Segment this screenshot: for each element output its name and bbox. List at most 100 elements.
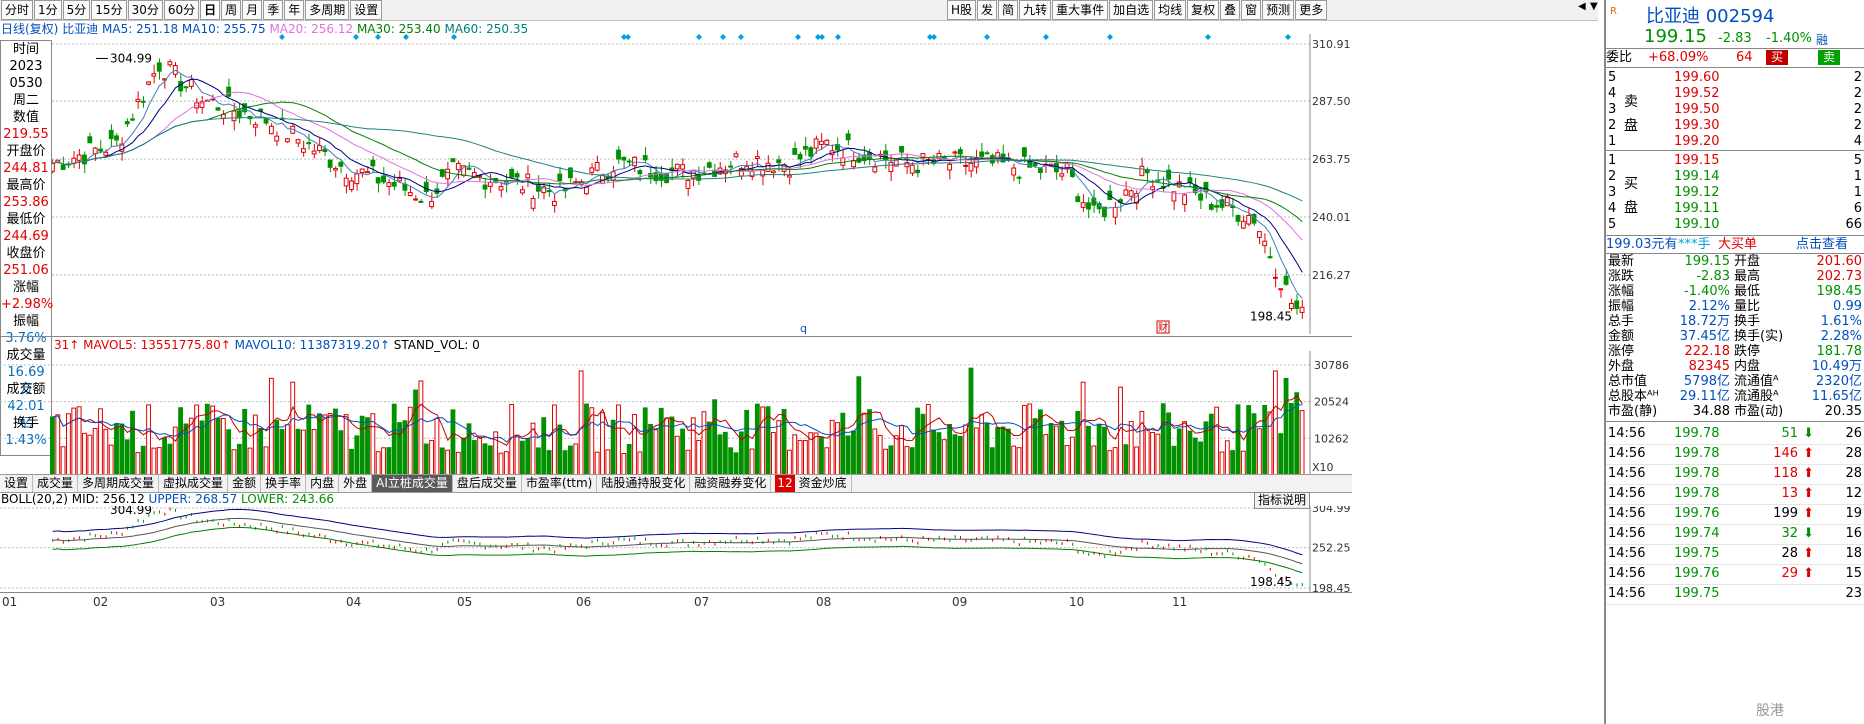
- tick-count: 15: [1845, 566, 1862, 581]
- event-marker-icon[interactable]: [795, 34, 801, 40]
- indicator-tab[interactable]: 虚拟成交量: [159, 475, 229, 492]
- indicator-tab[interactable]: 多周期成交量: [78, 475, 160, 492]
- tool-tab[interactable]: H股: [947, 0, 977, 20]
- indicator-tab[interactable]: 设置: [0, 475, 34, 492]
- indicator-tab[interactable]: 换手率: [261, 475, 307, 492]
- month-label: 05: [457, 595, 473, 609]
- scroll-left-icon[interactable]: ◀: [1578, 1, 1586, 12]
- earnings-marker[interactable]: 财: [1158, 321, 1168, 334]
- volume-bar: [1160, 403, 1166, 475]
- tool-tab[interactable]: 更多: [1295, 0, 1328, 20]
- indicator-tab[interactable]: 融资融券变化: [690, 475, 772, 492]
- sell-button[interactable]: 卖: [1818, 50, 1840, 65]
- volume-bar: [589, 407, 595, 475]
- big-order-row[interactable]: 199.03元有 ***手 大买单 点击查看: [1606, 236, 1864, 254]
- volume-chart[interactable]: 30786 20524 10262 X10: [0, 351, 1352, 475]
- period-tab[interactable]: 60分: [163, 0, 200, 20]
- tool-tab[interactable]: 九转: [1019, 0, 1052, 20]
- indicator-tab[interactable]: 成交量: [33, 475, 79, 492]
- indicator-tab[interactable]: AI立桩成交量: [372, 475, 453, 492]
- period-tab[interactable]: 15分: [91, 0, 127, 20]
- tick-count: 28: [1845, 466, 1862, 481]
- event-marker-icon[interactable]: [1205, 34, 1211, 40]
- volume-bar: [455, 451, 461, 475]
- event-marker-icon[interactable]: [353, 34, 359, 40]
- event-marker-icon[interactable]: [738, 34, 744, 40]
- event-marker-icon[interactable]: [931, 34, 937, 40]
- period-tab[interactable]: 1分: [34, 0, 62, 20]
- period-tab[interactable]: 设置: [350, 0, 383, 20]
- buy-button[interactable]: 买: [1766, 50, 1788, 65]
- event-marker-icon[interactable]: [375, 34, 381, 40]
- event-marker-icon[interactable]: [835, 34, 841, 40]
- indicator-tab[interactable]: 外盘: [339, 475, 373, 492]
- volume-bar: [984, 423, 990, 475]
- indicator-tab[interactable]: 资金炒底: [795, 475, 852, 492]
- indicator-help-button[interactable]: 指标说明: [1254, 492, 1311, 509]
- event-marker-icon[interactable]: [1107, 34, 1113, 40]
- boll-panel[interactable]: BOLL(20,2) MID: 256.12 UPPER: 268.57 LOW…: [0, 492, 1352, 592]
- period-tab[interactable]: 分时: [1, 0, 34, 20]
- event-marker-icon[interactable]: [625, 34, 631, 40]
- stand-vol-label: STAND_VOL: 0: [393, 338, 480, 352]
- tool-tab[interactable]: 简: [998, 0, 1019, 20]
- event-marker-icon[interactable]: [1043, 34, 1049, 40]
- period-tab[interactable]: 多周期: [305, 0, 350, 20]
- event-marker-icon[interactable]: [451, 34, 457, 40]
- event-marker-icon[interactable]: [927, 34, 933, 40]
- period-tab[interactable]: 日: [200, 0, 221, 20]
- event-marker-icon[interactable]: [279, 34, 285, 40]
- event-marker-icon[interactable]: [984, 34, 990, 40]
- q-marker[interactable]: q: [800, 322, 807, 334]
- kline-panel[interactable]: 日线(复权) 比亚迪 MA5: 251.18 MA10: 255.75 MA20…: [0, 20, 1352, 335]
- event-marker-icon[interactable]: [819, 34, 825, 40]
- info-close-label: 收盘价: [6, 246, 46, 261]
- scroll-right-icon[interactable]: ▼: [1590, 1, 1598, 12]
- period-tab[interactable]: 周: [221, 0, 242, 20]
- stock-name: 比亚迪: [1646, 6, 1700, 27]
- tool-tab[interactable]: 均线: [1154, 0, 1187, 20]
- big-order-link[interactable]: 点击查看: [1796, 237, 1849, 252]
- volume-bar: [413, 389, 418, 475]
- arrow-up-icon: ⬆: [1803, 486, 1814, 501]
- event-marker-icon[interactable]: [403, 34, 409, 40]
- period-tab[interactable]: 季: [263, 0, 284, 20]
- volume-bar: [87, 434, 93, 475]
- period-tab[interactable]: 30分: [127, 0, 163, 20]
- tool-tab[interactable]: 叠: [1220, 0, 1241, 20]
- indicator-tab[interactable]: 内盘: [306, 475, 340, 492]
- earnings-marker-icon[interactable]: [1156, 320, 1170, 334]
- stat-value: 181.78: [1816, 344, 1863, 359]
- indicator-tab[interactable]: 市盈率(ttm): [522, 475, 598, 492]
- boll-chart[interactable]: 304.99 252.25 198.45 304.99 198.45: [0, 506, 1352, 592]
- tool-tab[interactable]: 发: [977, 0, 998, 20]
- bids-price: 199.11: [1674, 201, 1720, 216]
- tool-tab[interactable]: 复权: [1187, 0, 1220, 20]
- candle-body: [728, 165, 734, 168]
- candle-body: [557, 173, 563, 182]
- volume-panel[interactable]: 31↑ MAVOL5: 13551775.80↑ MAVOL10: 113873…: [0, 336, 1352, 475]
- event-marker-icon[interactable]: [696, 34, 702, 40]
- tool-tab[interactable]: 重大事件: [1052, 0, 1109, 20]
- candle-body: [333, 167, 338, 171]
- period-tab[interactable]: 年: [284, 0, 305, 20]
- event-marker-icon[interactable]: [815, 34, 821, 40]
- tool-tab[interactable]: 加自选: [1109, 0, 1154, 20]
- indicator-tab[interactable]: 陆股通持股变化: [597, 475, 691, 492]
- indicator-tab[interactable]: 金额: [228, 475, 262, 492]
- event-marker-icon[interactable]: [621, 34, 627, 40]
- tool-tab[interactable]: 预测: [1262, 0, 1295, 20]
- stat-value: 199.15: [1684, 254, 1731, 269]
- candle-body: [594, 161, 600, 171]
- kline-chart[interactable]: 310.91 287.50 263.75 240.01 216.27 304.99 198.…: [0, 34, 1352, 334]
- period-tab[interactable]: 5分: [62, 0, 91, 20]
- volume-bar: [941, 439, 947, 475]
- info-value-label: 数值: [12, 110, 39, 125]
- event-marker-icon[interactable]: [1285, 34, 1291, 40]
- indicator-tab[interactable]: 盘后成交量: [453, 475, 522, 492]
- tool-tab[interactable]: 窗: [1241, 0, 1262, 20]
- volume-bar: [1187, 430, 1193, 475]
- period-tab[interactable]: 月: [242, 0, 263, 20]
- tick-count: 28: [1845, 446, 1862, 461]
- event-marker-icon[interactable]: [720, 34, 726, 40]
